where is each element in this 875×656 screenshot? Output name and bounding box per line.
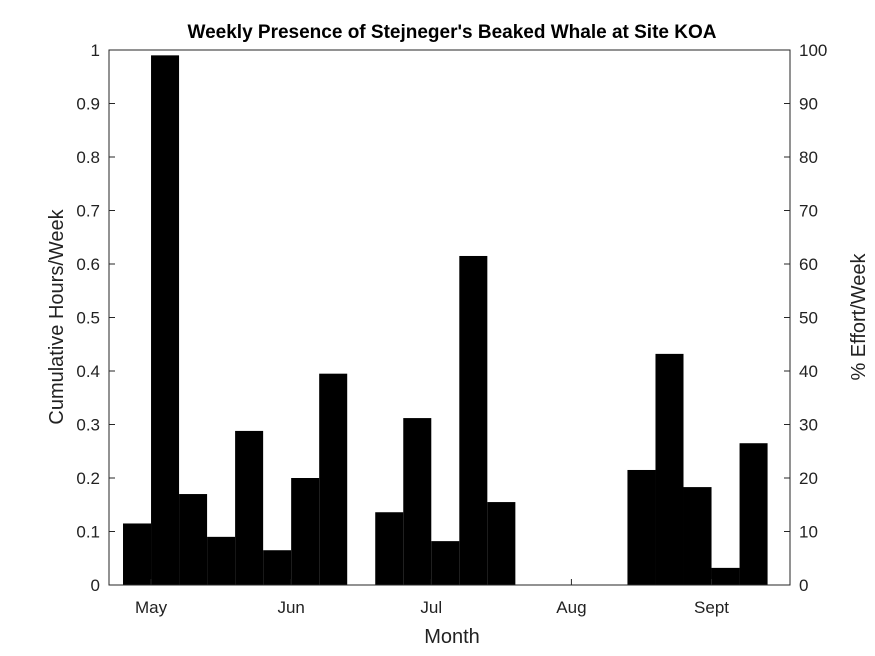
y-axis-right: 0 10 20 30 40 50 60 70 80 90 100 [784,41,827,595]
y-tick-label-right: 100 [799,41,827,60]
y-tick-label-right: 10 [799,523,818,542]
y-tick-label-left: 0.3 [76,416,100,435]
y-axis-left: 0 0.1 0.2 0.3 0.4 0.5 0.6 0.7 0.8 0.9 1 [76,41,115,595]
y-tick-label-left: 0.9 [76,95,100,114]
y-tick-label-left: 0.4 [76,362,100,381]
y-tick-label-left: 0 [91,576,100,595]
y-tick-label-right: 50 [799,309,818,328]
bar [459,255,488,585]
y-tick-label-right: 70 [799,202,818,221]
x-axis-title: Month [424,626,480,648]
y-tick-label-right: 60 [799,255,818,274]
y-tick-label-left: 0.1 [76,523,100,542]
x-tick-label: May [135,598,168,617]
y-axis-right-title: % Effort/Week [848,252,870,380]
bar [431,541,460,585]
bar [711,567,740,585]
x-axis: May Jun Jul Aug Sept [135,579,729,617]
bar [123,523,152,585]
bar [151,55,180,586]
bar [739,443,768,585]
y-tick-label-left: 0.6 [76,255,100,274]
bar [235,430,264,585]
x-tick-label: Aug [556,598,586,617]
bar [291,478,320,585]
y-tick-label-left: 0.7 [76,202,100,221]
y-tick-label-right: 20 [799,469,818,488]
y-tick-label-right: 90 [799,95,818,114]
y-tick-label-right: 0 [799,576,808,595]
bar [375,512,404,585]
chart-title: Weekly Presence of Stejneger's Beaked Wh… [188,22,717,43]
bars-group [123,55,768,586]
y-tick-label-left: 0.8 [76,148,100,167]
y-tick-label-left: 0.5 [76,309,100,328]
bar [179,494,208,585]
y-tick-label-right: 40 [799,362,818,381]
y-tick-label-right: 80 [799,148,818,167]
x-tick-label: Jul [420,598,442,617]
y-tick-label-right: 30 [799,416,818,435]
x-tick-label: Jun [277,598,304,617]
bar [683,487,712,585]
bar [627,469,656,585]
y-axis-left-title: Cumulative Hours/Week [46,208,68,424]
bar [207,536,236,585]
bar [487,502,516,585]
y-tick-label-left: 0.2 [76,469,100,488]
bar [263,550,292,585]
y-tick-label-left: 1 [91,41,100,60]
x-tick-label: Sept [694,598,729,617]
bar [319,373,348,585]
bar [655,353,684,585]
bar [403,418,432,585]
